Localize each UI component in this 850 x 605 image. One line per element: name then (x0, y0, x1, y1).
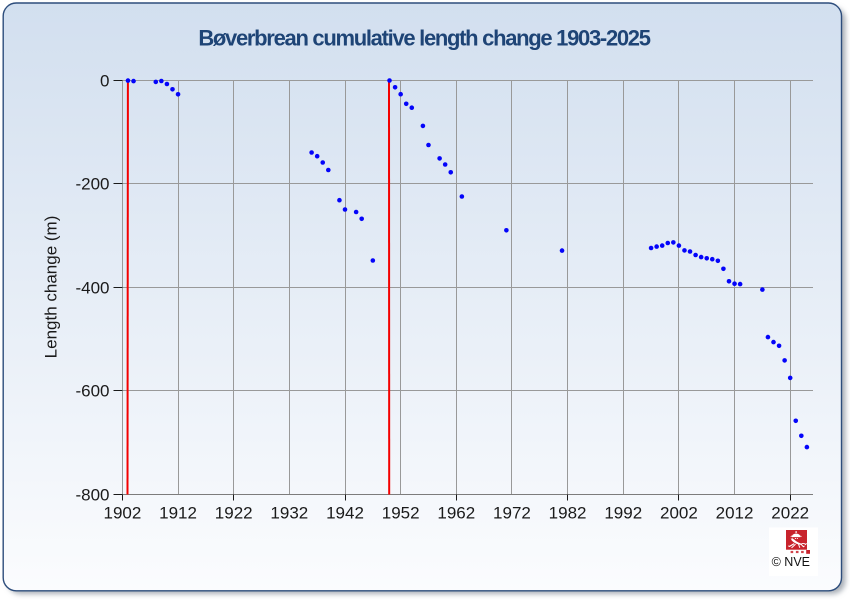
svg-text:1922: 1922 (215, 504, 253, 523)
svg-text:1902: 1902 (103, 504, 141, 523)
svg-text:2022: 2022 (771, 504, 809, 523)
svg-text:2012: 2012 (716, 504, 754, 523)
svg-text:© NVE: © NVE (772, 555, 810, 569)
svg-text:0: 0 (100, 72, 109, 91)
svg-text:Length change (m): Length change (m) (42, 216, 61, 359)
svg-text:-200: -200 (75, 175, 109, 194)
svg-text:1992: 1992 (604, 504, 642, 523)
svg-text:-800: -800 (75, 486, 109, 505)
svg-text:1982: 1982 (549, 504, 587, 523)
svg-text:-400: -400 (75, 279, 109, 298)
svg-text:1942: 1942 (326, 504, 364, 523)
svg-text:1932: 1932 (270, 504, 308, 523)
svg-text:1952: 1952 (382, 504, 420, 523)
svg-text:1962: 1962 (437, 504, 475, 523)
svg-text:Bøverbrean cumulative length c: Bøverbrean cumulative length change 1903… (198, 26, 650, 51)
svg-text:1972: 1972 (493, 504, 531, 523)
svg-text:2002: 2002 (660, 504, 698, 523)
svg-text:-600: -600 (75, 382, 109, 401)
svg-text:1912: 1912 (159, 504, 197, 523)
